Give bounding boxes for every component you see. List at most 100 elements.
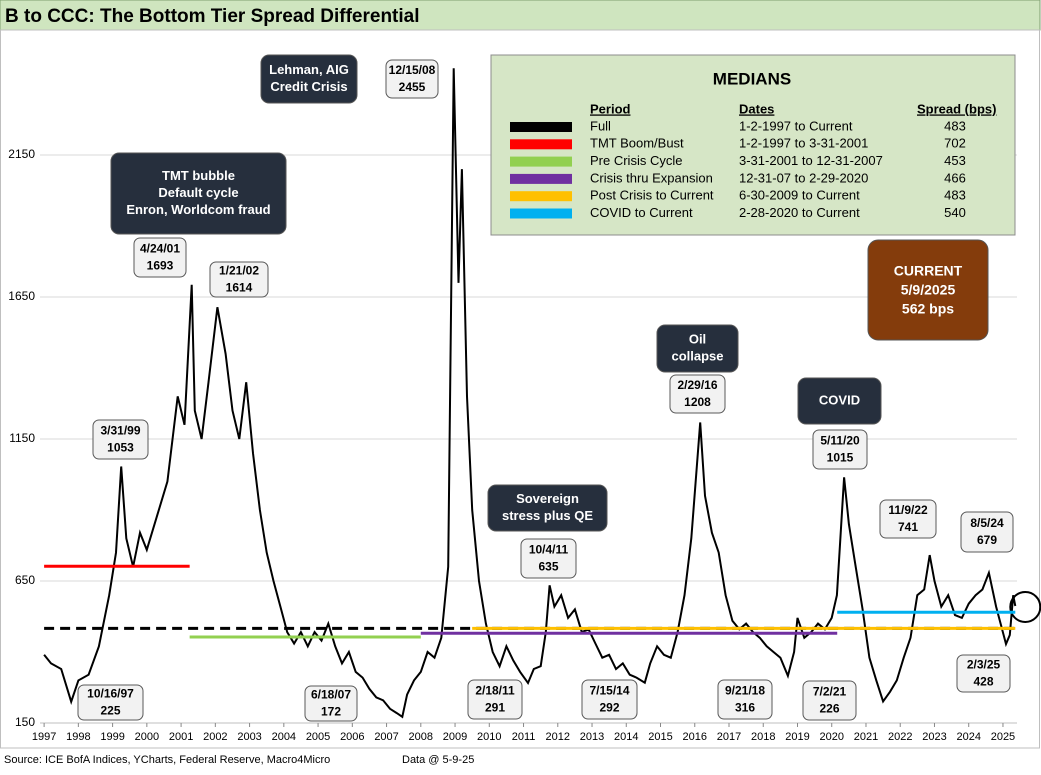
legend-spread: 483: [944, 118, 966, 133]
annotation-text: Credit Crisis: [270, 79, 347, 94]
y-tick-label: 650: [15, 573, 35, 587]
x-tick-label: 2019: [785, 731, 809, 743]
callout-date: 8/5/24: [970, 516, 1004, 530]
callout-value: 225: [100, 704, 120, 718]
current-marker: [1009, 590, 1041, 623]
x-tick-label: 2025: [991, 731, 1015, 743]
callout-box: [669, 374, 726, 414]
legend-swatch: [510, 139, 572, 150]
callout-box: [304, 685, 358, 722]
callout-box: [581, 679, 638, 720]
legend-header: Spread (bps): [917, 101, 996, 116]
medians-legend: [490, 54, 1016, 236]
legend-swatch: [510, 173, 572, 184]
annotation-box: [110, 152, 287, 235]
callout-date: 11/9/22: [888, 503, 928, 517]
legend-header: Dates: [739, 101, 774, 116]
data-note: Data @ 5-9-25: [402, 754, 474, 766]
legend-spread: 483: [944, 188, 966, 203]
callout-date: 12/15/08: [389, 63, 436, 77]
current-text: 5/9/2025: [901, 282, 956, 298]
annotation-box: [487, 484, 608, 532]
legend-dates: 1-2-1997 to 3-31-2001: [739, 136, 868, 151]
callout-date: 10/16/97: [87, 687, 134, 701]
callout-date: 2/3/25: [967, 658, 1001, 672]
legend-swatch: [510, 156, 572, 167]
annotation-box: [260, 54, 358, 104]
y-tick-label: 1650: [8, 289, 35, 303]
x-tick-label: 2011: [512, 731, 536, 743]
callout-date: 3/31/99: [100, 424, 140, 438]
annotation-text: Default cycle: [158, 185, 238, 200]
callout-value: 1614: [226, 281, 253, 295]
callout-date: 10/4/11: [529, 543, 569, 557]
callout-box: [812, 429, 868, 470]
legend-dates: 1-2-1997 to Current: [739, 118, 853, 133]
legend-dates: 6-30-2009 to Current: [739, 188, 860, 203]
series-layer: [43, 68, 1041, 719]
legend-spread: 540: [944, 205, 966, 220]
annotation-text: Enron, Worldcom fraud: [126, 202, 270, 217]
callout-box: [385, 59, 439, 99]
x-tick-label: 2003: [237, 731, 261, 743]
legend-spread: 466: [944, 170, 966, 185]
x-tick-label: 2000: [135, 731, 159, 743]
callout-box: [802, 680, 857, 721]
legend-title: MEDIANS: [713, 69, 791, 88]
x-tick-label: 2009: [443, 731, 467, 743]
callout-date: 2/18/11: [475, 684, 515, 698]
annotation-text: Lehman, AIG: [269, 62, 349, 77]
legend-period: Crisis thru Expansion: [590, 170, 713, 185]
callout-box: [960, 511, 1014, 553]
x-tick-label: 2022: [888, 731, 912, 743]
callout-date: 4/24/01: [140, 242, 180, 256]
source: Source: ICE BofA Indices, YCharts, Feder…: [4, 754, 330, 766]
callout-box: [956, 654, 1011, 693]
x-tick-label: 2024: [956, 731, 980, 743]
callout-date: 2/29/16: [677, 378, 717, 392]
annotation-text: COVID: [819, 392, 860, 407]
callout-value: 679: [977, 533, 997, 547]
callout-value: 316: [735, 701, 755, 715]
annotation-box: [656, 324, 739, 373]
x-tick-label: 2005: [306, 731, 330, 743]
callout-value: 1015: [827, 451, 854, 465]
x-tick-label: 2017: [717, 731, 741, 743]
x-tick-label: 1999: [100, 731, 124, 743]
legend-period: Full: [590, 118, 611, 133]
x-tick-label: 2014: [614, 731, 638, 743]
callout-box: [133, 237, 187, 278]
callout-value: 741: [898, 520, 918, 534]
legend-spread: 702: [944, 136, 966, 151]
callout-box: [92, 419, 149, 460]
title-bar: [0, 0, 1041, 31]
x-tick-label: 2002: [203, 731, 227, 743]
legend-period: TMT Boom/Bust: [590, 136, 684, 151]
annotation-text: collapse: [671, 348, 723, 363]
legend-dates: 12-31-07 to 2-29-2020: [739, 170, 868, 185]
callout-value: 1693: [147, 259, 174, 273]
callout-date: 7/15/14: [589, 684, 629, 698]
x-tick-label: 2010: [477, 731, 501, 743]
callout-box: [467, 679, 523, 720]
callout-date: 5/11/20: [820, 434, 860, 448]
callout-value: 291: [485, 701, 505, 715]
x-tick-label: 2016: [683, 731, 707, 743]
y-tick-label: 150: [15, 715, 35, 729]
x-tick-label: 2012: [546, 731, 570, 743]
callout-date: 1/21/02: [219, 264, 259, 278]
annotation-text: Oil: [689, 331, 706, 346]
current-text: CURRENT: [894, 263, 963, 279]
callout-value: 292: [599, 701, 619, 715]
legend-header: Period: [590, 101, 631, 116]
legend-dates: 2-28-2020 to Current: [739, 205, 860, 220]
x-tick-label: 2013: [580, 731, 604, 743]
callout-box: [209, 261, 269, 298]
x-tick-label: 2020: [819, 731, 843, 743]
callout-value: 172: [321, 705, 341, 719]
x-tick-label: 1997: [32, 731, 56, 743]
legend-period: Post Crisis to Current: [590, 188, 714, 203]
callout-box: [879, 499, 937, 539]
callout-date: 9/21/18: [725, 684, 765, 698]
